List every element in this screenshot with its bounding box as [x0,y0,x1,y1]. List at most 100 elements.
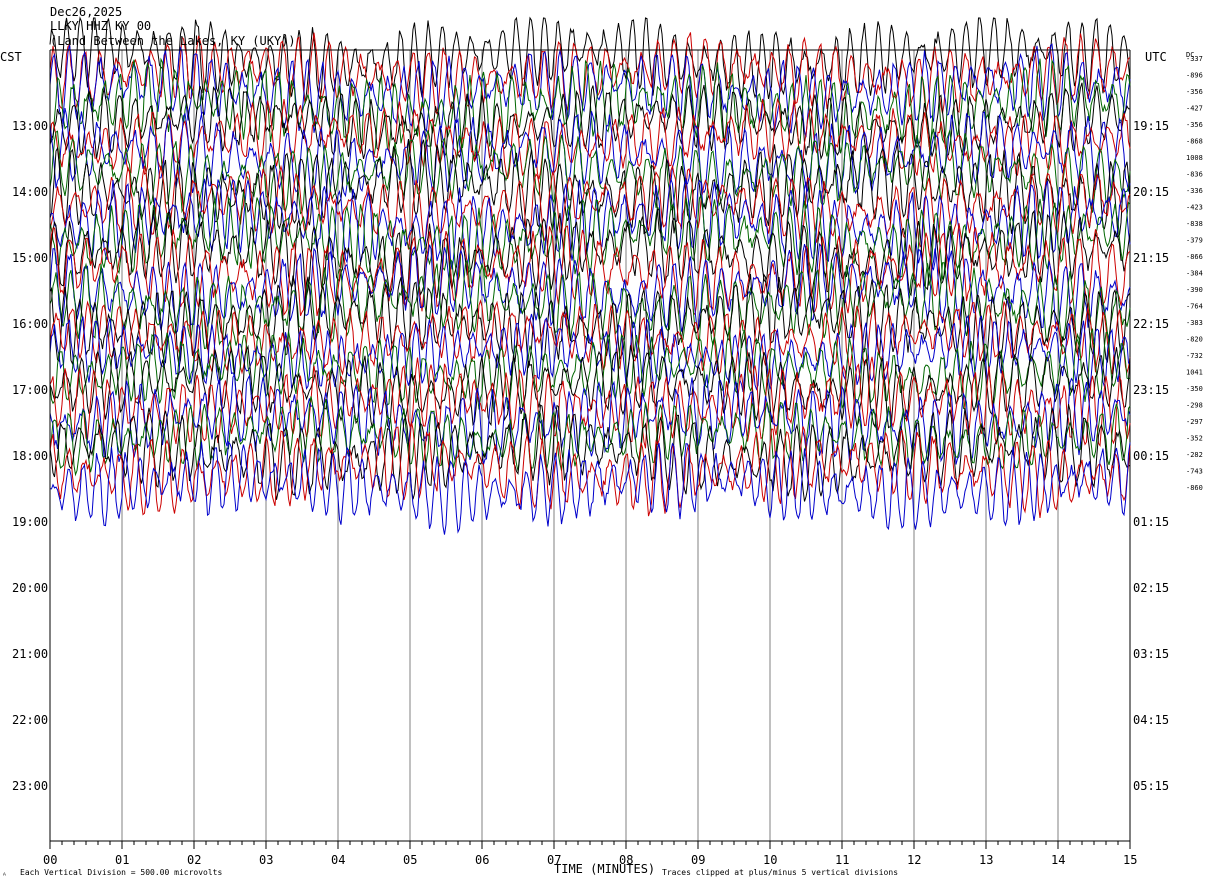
left-time-label: 22:00 [12,713,48,727]
trace-row-16 [49,258,1131,350]
dc-offset-label: -732 [1186,352,1203,360]
trace-row-1 [49,16,1131,104]
dc-offset-label: -743 [1186,468,1203,476]
x-tick-label: 15 [1123,853,1137,867]
dc-offset-label: -337 [1186,55,1203,63]
trace-row-24 [49,396,1131,477]
right-time-label: 19:15 [1133,119,1169,133]
dc-offset-label: -383 [1186,319,1203,327]
dc-offset-label: -838 [1186,220,1203,228]
x-tick-label: 08 [619,853,633,867]
trace-row-21 [49,344,1131,430]
dc-offset-labels: -337 -896 -356 -427 -356 -868 1008 -836 -336 -423… [1186,55,1203,492]
right-time-label: 02:15 [1133,581,1169,595]
trace-row-26 [49,421,1131,518]
scale-note: Each Vertical Division = 500.00 microvol… [20,868,222,877]
x-tick-labels: 00 01 02 03 04 05 06 07 08 09 10 11 12 13 14 15 [43,853,1137,867]
left-time-label: 17:00 [12,383,48,397]
trace-row-13 [49,208,1131,301]
seismic-traces [49,16,1131,535]
trace-row-3 [49,43,1131,138]
x-tick-label: 11 [835,853,849,867]
left-time-label: 19:00 [12,515,48,529]
dc-offset-label: -390 [1186,286,1203,294]
dc-offset-label: -352 [1186,435,1203,443]
trace-row-27 [49,440,1131,535]
dc-offset-label: -379 [1186,237,1203,245]
dc-offset-label: 1008 [1186,154,1203,162]
x-tick-label: 03 [259,853,273,867]
right-time-label: 05:15 [1133,779,1169,793]
dc-offset-label: -384 [1186,270,1203,278]
left-time-label: 14:00 [12,185,48,199]
dc-offset-label: -820 [1186,336,1203,344]
left-time-label: 13:00 [12,119,48,133]
right-timezone-label: UTC [1145,50,1167,64]
dc-offset-label: -764 [1186,303,1203,311]
trace-row-20 [49,327,1131,413]
header-station: LLKY HHZ KY 00 [50,19,151,33]
dc-offset-label: -860 [1186,484,1203,492]
x-tick-label: 00 [43,853,57,867]
trace-row-11 [49,177,1131,271]
dc-offset-label: -298 [1186,402,1203,410]
dc-offset-label: -297 [1186,418,1203,426]
dc-offset-label: -350 [1186,385,1203,393]
trace-row-6 [49,97,1131,180]
trace-row-4 [49,57,1131,157]
x-tick-label: 06 [475,853,489,867]
x-tick-label: 09 [691,853,705,867]
left-time-label: 21:00 [12,647,48,661]
right-time-label: 22:15 [1133,317,1169,331]
dc-label: DC [1186,51,1194,59]
right-time-label: 04:15 [1133,713,1169,727]
trace-row-22 [49,356,1131,449]
right-time-label: 03:15 [1133,647,1169,661]
trace-row-12 [49,191,1131,287]
left-time-label: 15:00 [12,251,48,265]
clip-note: Traces clipped at plus/minus 5 vertical … [662,868,898,877]
left-time-label: 16:00 [12,317,48,331]
x-tick-label: 05 [403,853,417,867]
x-tick-label: 14 [1051,853,1065,867]
x-tick-label: 07 [547,853,561,867]
right-time-label: 20:15 [1133,185,1169,199]
x-tick-label: 13 [979,853,993,867]
right-time-label: 01:15 [1133,515,1169,529]
dc-offset-label: 1041 [1186,369,1203,377]
x-tick-label: 04 [331,853,345,867]
left-time-labels: 13:00 14:00 15:00 16:00 17:00 18:00 19:00 20:00… [12,119,48,793]
dc-offset-label: -423 [1186,204,1203,212]
x-axis-title: TIME (MINUTES) [554,862,655,876]
left-time-label: 18:00 [12,449,48,463]
dc-offset-label: -896 [1186,72,1203,80]
left-time-label: 20:00 [12,581,48,595]
trace-row-5 [49,81,1131,163]
trace-row-25 [49,403,1131,502]
dc-offset-label: -427 [1186,105,1203,113]
x-tick-label: 01 [115,853,129,867]
x-tick-label: 10 [763,853,777,867]
dc-offset-label: -356 [1186,121,1203,129]
dc-offset-label: -282 [1186,451,1203,459]
x-tick-marks [49,841,1131,849]
header-location: (Land Between the Lakes, KY (UKY)) [50,34,296,48]
right-time-label: 23:15 [1133,383,1169,397]
header-date: Dec26,2025 [50,5,122,19]
x-tick-label: 12 [907,853,921,867]
corner-mark: ᴬ [2,871,7,880]
right-time-label: 00:15 [1133,449,1169,463]
left-timezone-label: CST [0,50,22,64]
dc-offset-label: -336 [1186,187,1203,195]
dc-offset-label: -868 [1186,138,1203,146]
right-time-label: 21:15 [1133,251,1169,265]
dc-offset-label: -356 [1186,88,1203,96]
dc-offset-label: -836 [1186,171,1203,179]
trace-row-10 [49,162,1131,250]
left-time-label: 23:00 [12,779,48,793]
x-tick-label: 02 [187,853,201,867]
dc-offset-label: -866 [1186,253,1203,261]
trace-row-19 [49,313,1131,392]
right-time-labels: 19:15 20:15 21:15 22:15 23:15 00:15 01:15 02:15… [1133,119,1169,793]
